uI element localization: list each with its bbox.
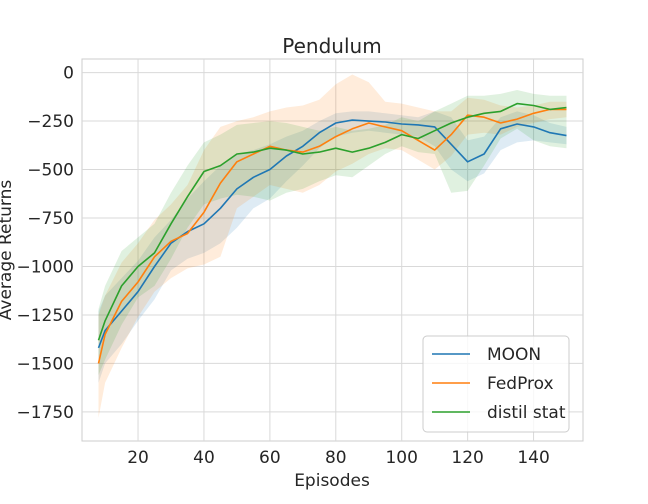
x-tick-label: 100 (385, 448, 417, 468)
x-axis-label: Episodes (294, 471, 370, 491)
line-moon (97, 119, 567, 349)
y-tick-label: −1750 (16, 403, 74, 423)
y-tick-label: −1250 (16, 306, 74, 326)
legend: MOON FedProx distil stat (422, 335, 570, 433)
y-axis-label: Average Returns (0, 180, 16, 321)
x-tick-label: 40 (193, 448, 215, 468)
band-distil-stat (98, 90, 567, 376)
series-lines (97, 102, 567, 364)
x-tick-label: 80 (325, 448, 347, 468)
y-tick-label: 0 (63, 64, 74, 84)
line-distil-stat (97, 102, 567, 341)
x-tick-label: 20 (127, 448, 149, 468)
chart-title: Pendulum (282, 34, 381, 58)
line-fedprox (97, 108, 567, 364)
y-tick-label: −1000 (16, 257, 74, 277)
legend-label-distil-stat: distil stat (487, 403, 566, 423)
legend-box (422, 335, 570, 433)
legend-label-fedprox: FedProx (487, 374, 554, 394)
confidence-bands (98, 74, 567, 418)
band-fedprox (98, 74, 567, 418)
y-tick-label: −250 (27, 112, 74, 132)
band-moon (98, 111, 567, 383)
x-tick-label: 120 (451, 448, 483, 468)
y-tick-label: −500 (27, 161, 74, 181)
x-tick-label: 140 (517, 448, 549, 468)
x-tick-labels: 20 40 60 80 100 120 140 (127, 448, 550, 468)
y-tick-label: −750 (27, 209, 74, 229)
legend-label-moon: MOON (487, 345, 541, 365)
y-tick-labels: 0 −250 −500 −750 −1000 −1250 −1500 −1750 (16, 64, 74, 423)
x-tick-label: 60 (259, 448, 281, 468)
y-tick-label: −1500 (16, 354, 74, 374)
